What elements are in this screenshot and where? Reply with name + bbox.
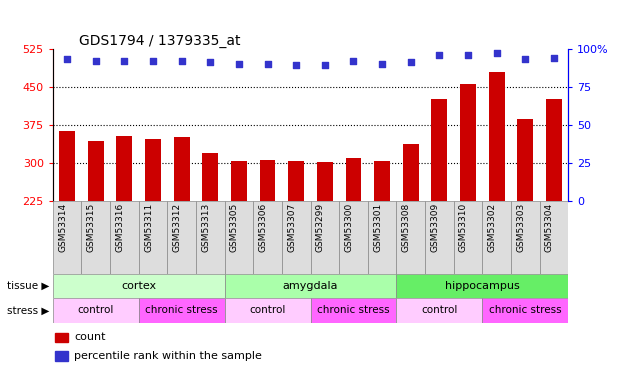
Bar bbox=[88, 141, 104, 201]
Point bbox=[549, 55, 559, 61]
Bar bbox=[339, 201, 368, 274]
Bar bbox=[53, 201, 81, 274]
Bar bbox=[117, 136, 132, 201]
Bar bbox=[460, 84, 476, 201]
Bar bbox=[225, 298, 310, 322]
Bar bbox=[396, 201, 425, 274]
Bar bbox=[425, 201, 454, 274]
Text: cortex: cortex bbox=[121, 281, 156, 291]
Bar bbox=[174, 137, 189, 201]
Point bbox=[520, 56, 530, 62]
Point bbox=[406, 59, 415, 65]
Text: stress ▶: stress ▶ bbox=[7, 305, 50, 315]
Point bbox=[62, 56, 72, 62]
Text: GSM53309: GSM53309 bbox=[430, 203, 440, 252]
Bar bbox=[489, 72, 504, 201]
Text: tissue ▶: tissue ▶ bbox=[7, 281, 50, 291]
Text: GSM53303: GSM53303 bbox=[516, 203, 525, 252]
Point bbox=[119, 58, 129, 64]
Bar bbox=[546, 99, 562, 201]
Bar bbox=[225, 201, 253, 274]
Bar bbox=[81, 201, 110, 274]
Bar bbox=[310, 298, 396, 322]
Bar bbox=[511, 201, 540, 274]
Text: chronic stress: chronic stress bbox=[145, 305, 218, 315]
Text: control: control bbox=[78, 305, 114, 315]
Text: GSM53308: GSM53308 bbox=[402, 203, 410, 252]
Bar bbox=[55, 351, 68, 361]
Text: GSM53315: GSM53315 bbox=[87, 203, 96, 252]
Text: GSM53312: GSM53312 bbox=[173, 203, 182, 252]
Text: GSM53299: GSM53299 bbox=[316, 203, 325, 252]
Text: GSM53314: GSM53314 bbox=[58, 203, 67, 252]
Text: GSM53316: GSM53316 bbox=[116, 203, 124, 252]
Bar bbox=[253, 201, 282, 274]
Bar bbox=[483, 298, 568, 322]
Text: GSM53302: GSM53302 bbox=[487, 203, 497, 252]
Bar bbox=[483, 201, 511, 274]
Point bbox=[206, 59, 215, 65]
Text: chronic stress: chronic stress bbox=[489, 305, 561, 315]
Bar bbox=[432, 99, 447, 201]
Bar bbox=[53, 274, 225, 298]
Text: GSM53311: GSM53311 bbox=[144, 203, 153, 252]
Bar bbox=[202, 153, 218, 201]
Bar bbox=[231, 161, 247, 201]
Text: GSM53304: GSM53304 bbox=[545, 203, 554, 252]
Text: percentile rank within the sample: percentile rank within the sample bbox=[75, 351, 262, 361]
Bar bbox=[317, 162, 333, 201]
Text: chronic stress: chronic stress bbox=[317, 305, 390, 315]
Text: hippocampus: hippocampus bbox=[445, 281, 520, 291]
Bar bbox=[167, 201, 196, 274]
Bar bbox=[196, 201, 225, 274]
Text: count: count bbox=[75, 333, 106, 342]
Text: GSM53300: GSM53300 bbox=[345, 203, 353, 252]
Point bbox=[91, 58, 101, 64]
Bar bbox=[403, 144, 419, 201]
Bar bbox=[55, 333, 68, 342]
Text: GSM53307: GSM53307 bbox=[287, 203, 296, 252]
Bar bbox=[138, 201, 167, 274]
Text: control: control bbox=[421, 305, 458, 315]
Text: GSM53305: GSM53305 bbox=[230, 203, 239, 252]
Text: GSM53313: GSM53313 bbox=[201, 203, 211, 252]
Bar bbox=[517, 118, 533, 201]
Point bbox=[463, 52, 473, 58]
Point bbox=[377, 61, 387, 67]
Point bbox=[263, 61, 273, 67]
Bar bbox=[310, 201, 339, 274]
Text: GSM53306: GSM53306 bbox=[258, 203, 268, 252]
Bar bbox=[260, 160, 276, 201]
Bar bbox=[225, 274, 396, 298]
Bar bbox=[454, 201, 483, 274]
Bar bbox=[145, 140, 161, 201]
Bar bbox=[540, 201, 568, 274]
Point bbox=[320, 63, 330, 69]
Point bbox=[177, 58, 187, 64]
Text: GDS1794 / 1379335_at: GDS1794 / 1379335_at bbox=[78, 34, 240, 48]
Point bbox=[148, 58, 158, 64]
Point bbox=[492, 50, 502, 56]
Bar bbox=[374, 161, 390, 201]
Point bbox=[348, 58, 358, 64]
Text: amygdala: amygdala bbox=[283, 281, 338, 291]
Point bbox=[435, 52, 445, 58]
Bar bbox=[138, 298, 225, 322]
Bar bbox=[368, 201, 396, 274]
Bar bbox=[59, 131, 75, 201]
Bar bbox=[282, 201, 310, 274]
Bar bbox=[345, 158, 361, 201]
Bar bbox=[288, 161, 304, 201]
Bar bbox=[396, 298, 483, 322]
Bar bbox=[396, 274, 568, 298]
Point bbox=[234, 61, 244, 67]
Text: GSM53301: GSM53301 bbox=[373, 203, 382, 252]
Text: GSM53310: GSM53310 bbox=[459, 203, 468, 252]
Text: control: control bbox=[250, 305, 286, 315]
Bar bbox=[53, 298, 138, 322]
Point bbox=[291, 63, 301, 69]
Bar bbox=[110, 201, 138, 274]
